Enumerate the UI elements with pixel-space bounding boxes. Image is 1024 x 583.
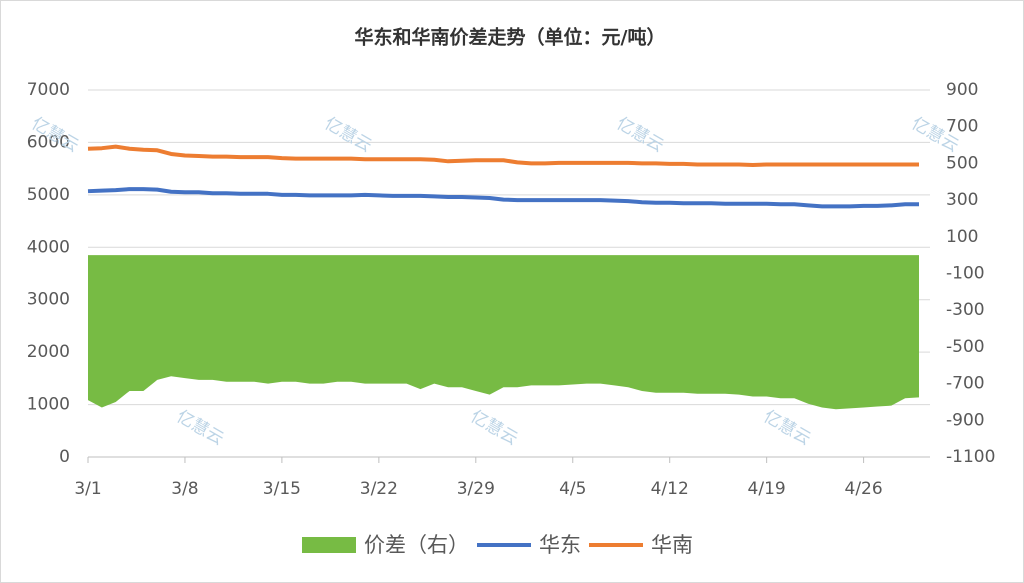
y-tick-label: 0 [59,447,70,467]
legend-swatch [302,537,356,553]
chart-title: 华东和华南价差走势（单位：元/吨） [355,26,666,49]
x-tick-label: 4/26 [845,479,883,499]
line [87,144,919,167]
y2-tick-label: 500 [946,153,978,173]
y-tick-label: 5000 [27,185,70,205]
x-tick-label: 3/15 [263,479,301,499]
x-tick-label: 3/8 [171,479,198,499]
x-tick-label: 4/12 [651,479,689,499]
x-tick-label: 3/22 [360,479,398,499]
y-tick-label: 1000 [27,395,70,415]
y2-tick-label: -100 [946,264,985,284]
y2-tick-label: 300 [946,190,978,210]
y2-tick-label: 700 [946,117,978,137]
y2-tick-label: -900 [946,410,985,430]
y2-tick-label: -700 [946,374,985,394]
y-tick-label: 3000 [27,290,70,310]
x-tick-label: 3/29 [457,479,495,499]
y2-tick-label: 900 [946,80,978,100]
x-tick-label: 3/1 [74,479,101,499]
x-tick-label: 4/5 [559,479,586,499]
area [88,255,919,410]
legend-label: 价差（右） [364,533,469,557]
y-tick-label: 7000 [27,80,70,100]
y-tick-label: 6000 [27,132,70,152]
x-tick-label: 4/19 [748,479,786,499]
y2-tick-label: -500 [946,337,985,357]
y-tick-label: 2000 [27,342,70,362]
y2-tick-label: 100 [946,227,978,247]
y-tick-label: 4000 [27,237,70,257]
legend-label: 华南 [651,533,693,557]
legend-label: 华东 [539,533,581,557]
y2-tick-label: -300 [946,300,985,320]
y2-tick-label: -1100 [946,447,995,467]
line [87,187,919,209]
